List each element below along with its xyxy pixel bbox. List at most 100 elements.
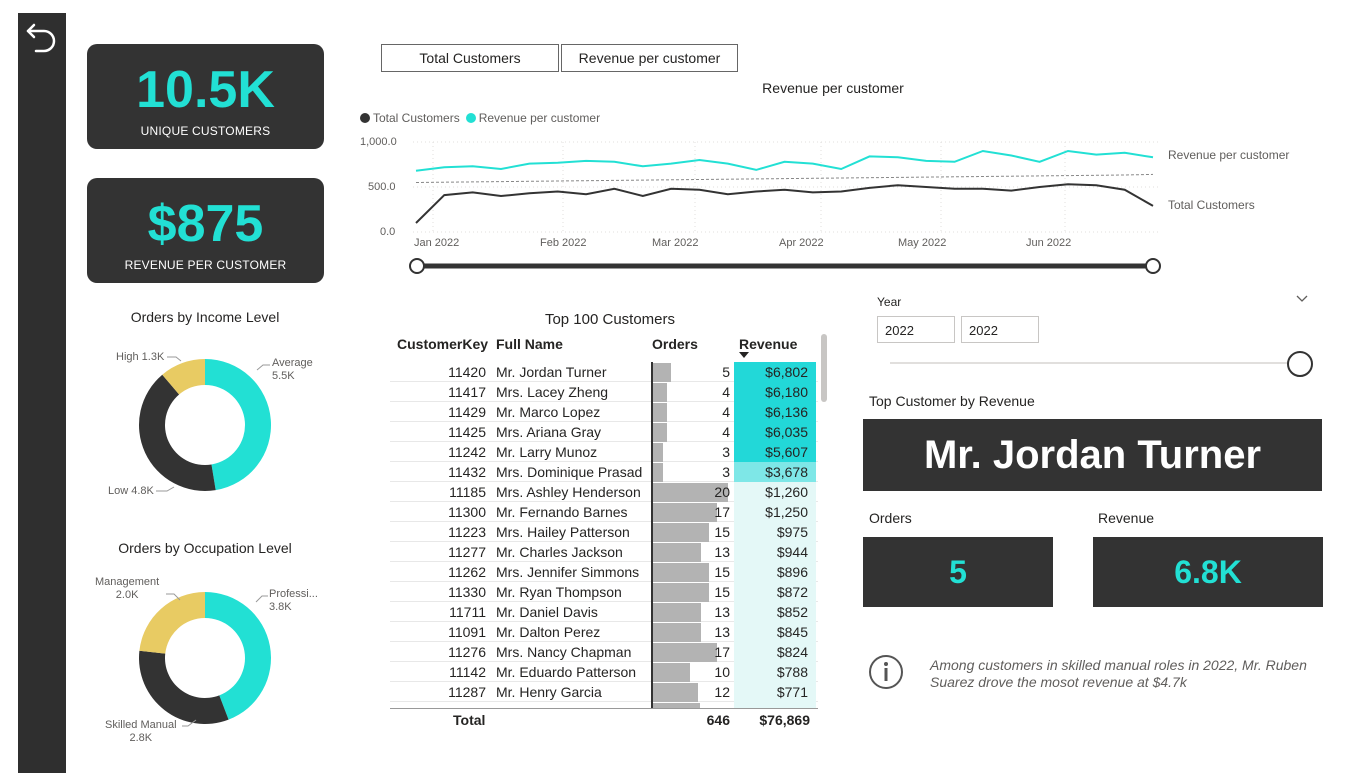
col-header-orders[interactable]: Orders [652, 336, 698, 352]
kpi-unique-customers-value: 10.5K [136, 61, 275, 119]
kpi-revenue-per-customer-value: $875 [147, 195, 264, 253]
income-slice-low[interactable] [139, 374, 216, 491]
back-arrow-icon[interactable] [24, 17, 60, 57]
table-row[interactable]: 11711 Mr. Daniel Davis 13 $852 [390, 602, 818, 622]
income-label-low: Low 4.8K [108, 485, 154, 497]
cell-full-name: Mr. Jordan Turner [496, 364, 607, 380]
orders-label: Orders [869, 510, 912, 526]
table-row[interactable]: 11242 Mr. Larry Munoz 3 $5,607 [390, 442, 818, 462]
cell-revenue: $824 [734, 642, 816, 662]
orders-bar-axis [651, 362, 653, 708]
table-total-row: Total 646 $76,869 [390, 708, 818, 730]
legend-item-revenue-per-customer[interactable]: Revenue per customer [465, 111, 600, 125]
zoom-handle-end[interactable] [1145, 258, 1161, 274]
cell-revenue: $3,678 [734, 462, 816, 482]
occupation-donut-chart[interactable] [135, 588, 275, 728]
total-customers-button[interactable]: Total Customers [381, 44, 559, 72]
orders-bar [652, 463, 663, 482]
cell-customerkey: 11429 [448, 404, 486, 420]
cell-full-name: Mr. Dalton Perez [496, 624, 601, 640]
table-row[interactable]: 11277 Mr. Charles Jackson 13 $944 [390, 542, 818, 562]
cell-full-name: Mr. Fernando Barnes [496, 504, 628, 520]
cell-customerkey: 11417 [448, 384, 486, 400]
scroll-thumb[interactable] [821, 334, 827, 402]
table-row[interactable]: 11417 Mrs. Lacey Zheng 4 $6,180 [390, 382, 818, 402]
zoom-slider[interactable] [407, 256, 1163, 276]
zoom-handle-start[interactable] [409, 258, 425, 274]
income-donut-chart[interactable] [135, 355, 275, 495]
y-tick: 0.0 [380, 226, 396, 238]
table-row[interactable]: 11223 Mrs. Hailey Patterson 15 $975 [390, 522, 818, 542]
occupation-slice-management[interactable] [139, 592, 205, 654]
cell-orders: 4 [722, 424, 730, 440]
legend-dot-icon [360, 113, 370, 123]
income-slice-high[interactable] [162, 359, 205, 395]
year-end-input[interactable]: 2022 [961, 316, 1039, 343]
cell-revenue [734, 702, 816, 709]
cell-orders: 5 [722, 364, 730, 380]
cell-customerkey: 11242 [448, 444, 486, 460]
revenue-per-customer-button[interactable]: Revenue per customer [561, 44, 738, 72]
line-chart-title: Revenue per customer [762, 80, 904, 96]
line-chart-legend: Total Customers Revenue per customer [360, 111, 606, 125]
col-header-full-name[interactable]: Full Name [496, 336, 563, 352]
top-customer-orders-card: 5 [863, 537, 1053, 607]
total-orders: 646 [706, 712, 730, 728]
y-tick: 500.0 [368, 181, 396, 193]
cell-orders: 12 [714, 684, 730, 700]
orders-bar [652, 623, 701, 642]
info-icon [869, 655, 903, 689]
x-tick: Feb 2022 [540, 237, 587, 249]
year-slider-handle[interactable] [1287, 351, 1313, 377]
table-row[interactable]: 11276 Mrs. Nancy Chapman 17 $824 [390, 642, 818, 662]
table-row[interactable]: 11287 Mr. Henry Garcia 12 $771 [390, 682, 818, 702]
line-chart-plot[interactable] [413, 130, 1158, 238]
table-row[interactable]: 11330 Mr. Ryan Thompson 15 $872 [390, 582, 818, 602]
sort-desc-icon[interactable] [739, 352, 749, 359]
cell-revenue: $944 [734, 542, 816, 562]
orders-bar [652, 543, 701, 562]
orders-bar [652, 403, 667, 422]
chevron-down-icon[interactable] [1296, 292, 1308, 306]
cell-revenue: $5,607 [734, 442, 816, 462]
col-header-customerkey[interactable]: CustomerKey [397, 336, 489, 352]
cell-customerkey: 11185 [449, 484, 486, 500]
table-row[interactable]: 11420 Mr. Jordan Turner 5 $6,802 [390, 362, 818, 382]
line-series-total-customers[interactable] [415, 183, 1154, 224]
table-row[interactable]: 11091 Mr. Dalton Perez 13 $845 [390, 622, 818, 642]
income-slice-average[interactable] [205, 359, 272, 491]
table-row[interactable]: 11432 Mrs. Dominique Prasad 3 $3,678 [390, 462, 818, 482]
occupation-slice-professional[interactable] [205, 592, 271, 720]
top-customer-revenue-card: 6.8K [1093, 537, 1323, 607]
occupation-leader-lines [166, 593, 268, 727]
year-start-input[interactable]: 2022 [877, 316, 955, 343]
cell-revenue: $852 [734, 602, 816, 622]
line-series-trend[interactable] [415, 173, 1154, 183]
cell-full-name: Mrs. Hailey Patterson [496, 524, 630, 540]
orders-bar [652, 683, 698, 702]
table-row[interactable]: 11425 Mrs. Ariana Gray 4 $6,035 [390, 422, 818, 442]
col-header-revenue[interactable]: Revenue [739, 336, 798, 352]
cell-orders: 17 [714, 504, 730, 520]
cell-customerkey: 11142 [449, 664, 486, 680]
year-slider-track[interactable] [890, 362, 1300, 364]
x-tick: Apr 2022 [779, 237, 824, 249]
cell-customerkey: 11425 [448, 424, 486, 440]
legend-item-total-customers[interactable]: Total Customers [360, 111, 460, 125]
table-scrollbar[interactable] [820, 334, 828, 708]
cell-revenue: $1,250 [734, 502, 816, 522]
table-row[interactable]: 11300 Mr. Fernando Barnes 17 $1,250 [390, 502, 818, 522]
cell-customerkey: 11262 [448, 564, 486, 580]
table-row[interactable]: 11142 Mr. Eduardo Patterson 10 $788 [390, 662, 818, 682]
nav-rail [18, 13, 66, 773]
table-row[interactable]: 11429 Mr. Marco Lopez 4 $6,136 [390, 402, 818, 422]
cell-revenue: $1,260 [734, 482, 816, 502]
cell-customerkey: 11287 [448, 684, 486, 700]
table-row[interactable]: 11185 Mrs. Ashley Henderson 20 $1,260 [390, 482, 818, 502]
orders-bar [652, 663, 690, 682]
cell-revenue: $771 [734, 682, 816, 702]
orders-bar [652, 563, 709, 582]
line-series-revenue-per-customer[interactable] [415, 149, 1154, 172]
table-row[interactable]: 11262 Mrs. Jennifer Simmons 15 $896 [390, 562, 818, 582]
occupation-slice-skilled-manual[interactable] [139, 650, 229, 724]
